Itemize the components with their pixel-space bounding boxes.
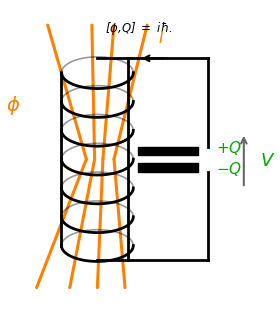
Text: [$\phi$,$Q$] $=$ $i\hbar$.: [$\phi$,$Q$] $=$ $i\hbar$. xyxy=(105,20,172,37)
Text: $\phi$: $\phi$ xyxy=(6,94,20,117)
Text: $+Q$: $+Q$ xyxy=(216,139,242,157)
Text: $V$: $V$ xyxy=(260,152,276,170)
Text: $-Q$: $-Q$ xyxy=(216,160,242,178)
Text: $I$: $I$ xyxy=(158,30,164,46)
